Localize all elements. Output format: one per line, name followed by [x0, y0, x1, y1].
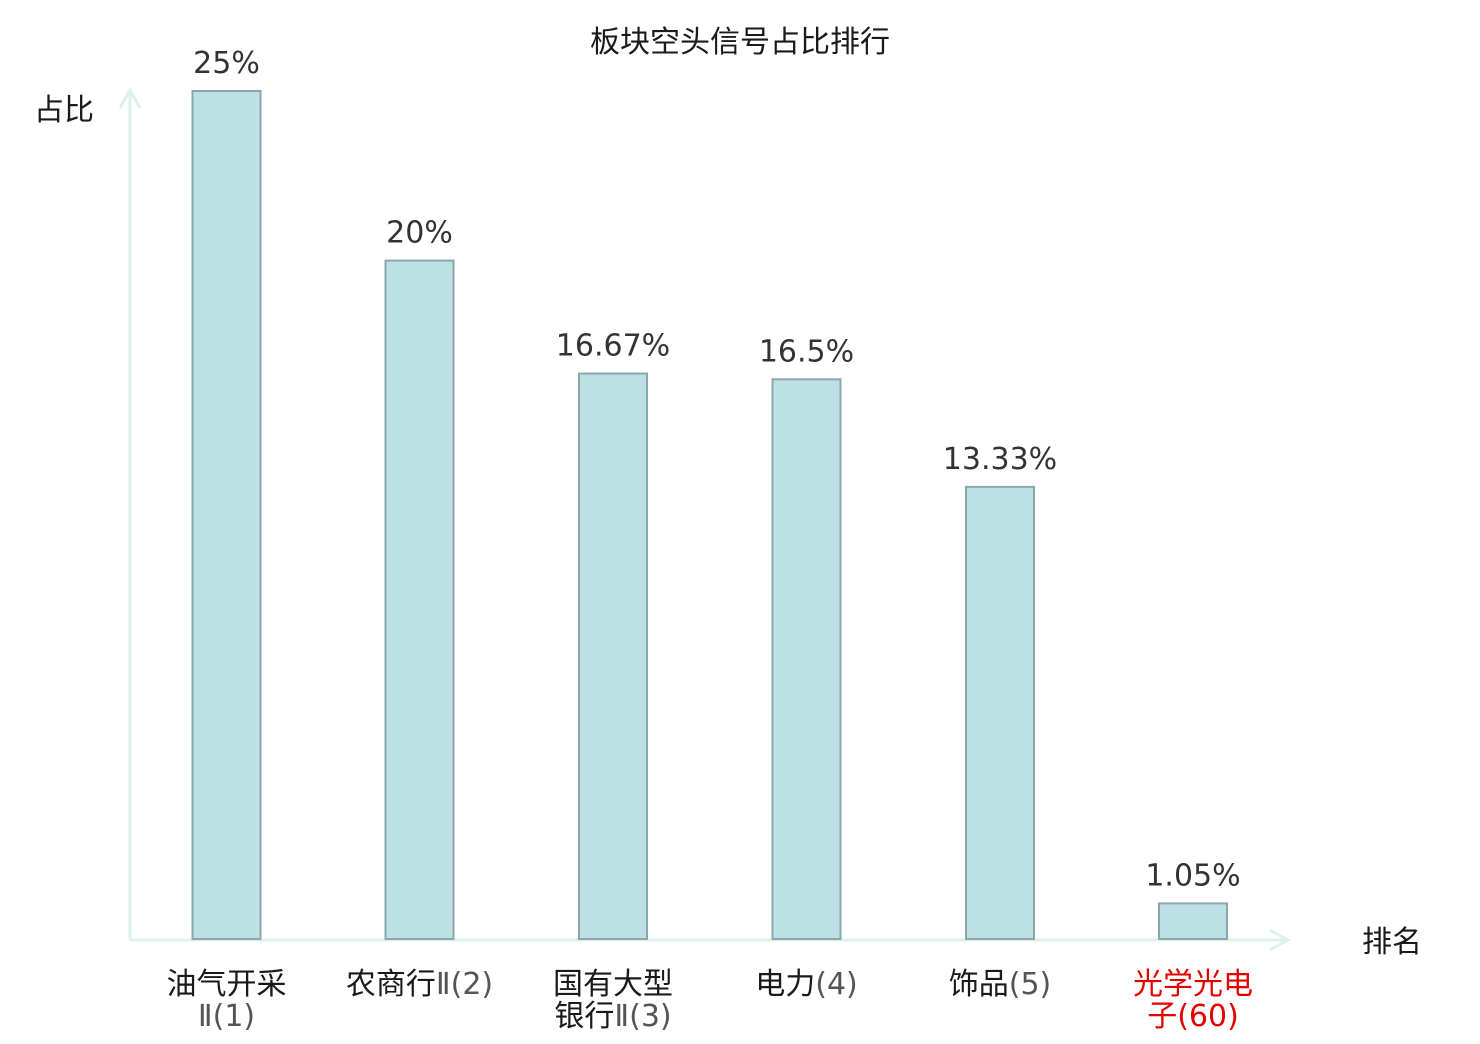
value-label-6: 1.05% — [1145, 858, 1240, 893]
bar-5 — [965, 485, 1035, 940]
category-label-5: 饰品(5) — [949, 967, 1052, 1002]
bar-4 — [771, 378, 842, 940]
value-label-group: 25% 20% 16.67% 16.5% 13.33% 1.05% — [193, 46, 1241, 893]
axes — [118, 86, 1292, 952]
category-label-2: 农商行Ⅱ(2) — [346, 967, 493, 1002]
x-axis-arrow-icon — [1269, 928, 1292, 952]
value-label-2: 20% — [386, 216, 453, 251]
x-axis-label: 排名 — [1362, 925, 1422, 960]
value-label-3: 16.67% — [556, 329, 670, 364]
bar-2 — [384, 259, 455, 941]
category-label-3: 国有大型银行Ⅱ(3) — [553, 967, 673, 1034]
value-label-5: 13.33% — [943, 442, 1057, 477]
chart-title: 板块空头信号占比排行 — [590, 25, 890, 60]
category-label-6: 光学光电子(60) — [1133, 967, 1253, 1034]
category-label-1: 油气开采 Ⅱ(1) — [167, 967, 287, 1034]
category-label-4: 电力(4) — [755, 967, 858, 1002]
bar-1 — [191, 90, 262, 940]
category-label-group: 油气开采 Ⅱ(1) 农商行Ⅱ(2) 国有大型银行Ⅱ(3) 电力(4) 饰品(5) 光学光电子… — [167, 967, 1254, 1034]
y-axis-label: 占比 — [34, 93, 94, 128]
value-label-4: 16.5% — [759, 334, 854, 369]
bar-3 — [578, 372, 648, 940]
y-axis-arrow-icon — [118, 86, 142, 109]
bar-group — [191, 90, 1228, 941]
value-label-1: 25% — [193, 46, 260, 81]
bar-6 — [1158, 902, 1228, 940]
